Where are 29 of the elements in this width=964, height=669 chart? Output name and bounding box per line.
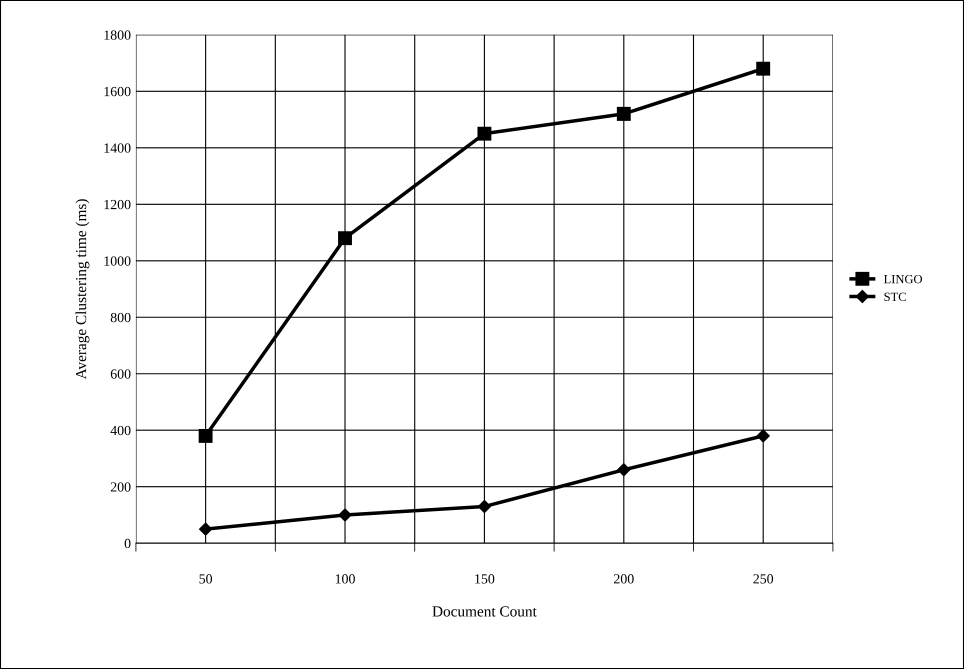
point [477, 126, 492, 141]
point [198, 428, 213, 443]
point [616, 106, 631, 121]
point [478, 500, 491, 514]
x-tick-label: 150 [475, 574, 494, 584]
y-tick-label: 1000 [104, 256, 131, 266]
x-tick-label: 50 [199, 574, 212, 584]
y-tick-label: 1600 [104, 86, 131, 96]
y-axis-title: Average Clustering time (ms) [76, 199, 90, 380]
point [338, 508, 352, 522]
x-tick-label: 250 [753, 574, 774, 584]
y-tick-label: 800 [110, 312, 131, 322]
point [199, 522, 212, 536]
point [338, 231, 352, 246]
y-tick-label: 1400 [104, 143, 131, 153]
point [756, 429, 770, 442]
x-axis-title: Document Count [432, 606, 537, 617]
y-tick-label: 1800 [104, 30, 131, 40]
y-tick-label: 200 [110, 482, 131, 492]
x-tick-label: 200 [614, 574, 634, 584]
y-tick-label: 600 [110, 369, 131, 379]
legend-label: STC [884, 292, 906, 302]
x-tick-label: 100 [336, 574, 355, 584]
y-tick-label: 400 [110, 426, 131, 436]
point [617, 463, 630, 476]
legend-label: LINGO [884, 274, 922, 284]
y-tick-label: 0 [124, 538, 131, 548]
point [756, 62, 770, 76]
y-tick-label: 1200 [104, 200, 131, 210]
